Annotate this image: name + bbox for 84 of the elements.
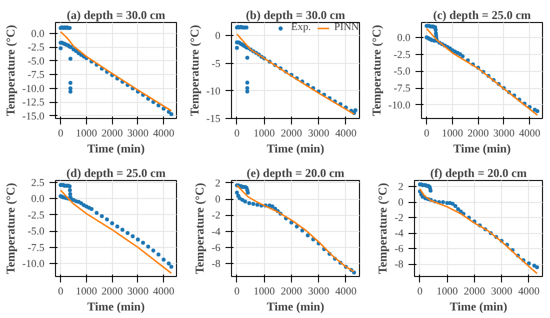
chart-title: (f) depth = 20.0 cm [430, 166, 527, 180]
x-axis-title: Time (min) [87, 142, 145, 156]
y-tick-label: 2 [215, 178, 220, 190]
legend-label: PINN [334, 22, 359, 33]
x-tick-label: 3000 [127, 286, 149, 298]
y-tick-label: -10.0 [388, 100, 411, 112]
y-tick-label: 2 [398, 182, 404, 194]
x-tick-label: 1000 [76, 128, 98, 140]
x-tick-label: 4000 [518, 286, 540, 298]
x-tick-label: 3000 [308, 286, 330, 298]
x-tick-label: 4000 [335, 128, 357, 140]
y-tick-label: 0.0 [397, 32, 411, 44]
chart-title: (d) depth = 25.0 cm [66, 166, 166, 180]
x-axis-title: Time (min) [87, 300, 145, 314]
x-tick-label: 0 [58, 286, 64, 298]
y-tick-label: -7.5 [394, 84, 411, 95]
x-tick-label: 1000 [442, 128, 464, 140]
x-tick-label: 2000 [467, 128, 489, 140]
x-tick-label: 3000 [490, 286, 512, 298]
y-tick-label: -12.5 [22, 98, 45, 109]
y-tick-label: -15.0 [22, 111, 45, 122]
y-tick-label: -2 [394, 213, 404, 224]
y-tick-label: -10 [206, 86, 221, 98]
x-tick-label: 4000 [518, 128, 540, 140]
y-tick-label: -15 [206, 114, 221, 125]
y-tick-label: -2.5 [28, 210, 45, 222]
chart-title: (c) depth = 25.0 cm [433, 8, 531, 22]
x-tick-label: 1000 [254, 286, 275, 298]
y-tick-label: -4 [212, 226, 222, 238]
x-tick-label: 3000 [308, 128, 330, 140]
x-tick-label: 4000 [335, 286, 357, 298]
x-tick-label: 2000 [101, 128, 123, 140]
y-tick-label: -8 [212, 259, 221, 270]
chart-title: (a) depth = 30.0 cm [66, 8, 166, 22]
y-tick-label: 2.5 [31, 178, 45, 189]
y-tick-label: -5.0 [28, 226, 45, 238]
y-tick-label: 0 [398, 198, 404, 209]
y-axis-title: Temperature (°C) [376, 182, 390, 274]
y-axis-title: Temperature (°C) [3, 182, 18, 274]
y-tick-label: -2.5 [28, 42, 45, 54]
y-tick-label: -6 [212, 242, 222, 254]
y-tick-label: -5.0 [394, 66, 411, 78]
y-tick-label: -5 [212, 58, 221, 70]
y-axis-title: Temperature (°C) [3, 24, 18, 116]
x-tick-label: 0 [58, 128, 64, 140]
x-axis-title: Time (min) [266, 300, 324, 314]
y-tick-label: -2 [212, 210, 221, 222]
x-tick-label: 0 [417, 286, 423, 298]
legend-label: Exp. [291, 22, 312, 33]
x-tick-label: 2000 [280, 286, 302, 298]
x-tick-label: 0 [234, 128, 240, 140]
x-tick-label: 1000 [76, 286, 98, 298]
x-tick-label: 3000 [493, 128, 515, 140]
y-tick-label: 0.0 [31, 194, 45, 206]
y-tick-label: -6 [394, 244, 404, 256]
x-tick-label: 0 [234, 286, 240, 298]
x-axis-title: Time (min) [450, 300, 508, 314]
x-tick-label: 2000 [101, 286, 123, 298]
y-tick-label: -10.0 [22, 259, 45, 270]
y-tick-label: 0.0 [31, 28, 45, 40]
x-tick-label: 0 [424, 128, 430, 140]
x-tick-label: 1000 [436, 286, 458, 298]
x-tick-label: 2000 [464, 286, 486, 298]
y-tick-label: -2.5 [394, 50, 411, 61]
y-tick-label: -5.0 [28, 56, 45, 68]
y-axis-title: Temperature (°C) [369, 24, 384, 116]
y-tick-label: -7.5 [28, 70, 45, 82]
y-tick-label: -10.0 [22, 84, 45, 95]
y-tick-label: 0 [215, 31, 220, 42]
chart-title: (b) depth = 30.0 cm [246, 8, 346, 22]
x-axis-title: Time (min) [266, 142, 324, 156]
x-tick-label: 1000 [254, 128, 275, 140]
x-tick-label: 4000 [152, 286, 174, 298]
x-tick-label: 3000 [127, 128, 149, 140]
y-tick-label: -7.5 [28, 242, 45, 254]
y-axis-title: Temperature (°C) [187, 24, 202, 116]
y-tick-label: -8 [394, 260, 404, 271]
x-tick-label: 2000 [280, 128, 302, 140]
chart-title: (e) depth = 20.0 cm [246, 166, 344, 180]
x-tick-label: 4000 [152, 128, 174, 140]
y-tick-label: -4 [394, 228, 404, 240]
y-tick-label: 0 [215, 194, 220, 206]
y-axis-title: Temperature (°C) [192, 182, 207, 274]
x-axis-title: Time (min) [453, 142, 511, 156]
